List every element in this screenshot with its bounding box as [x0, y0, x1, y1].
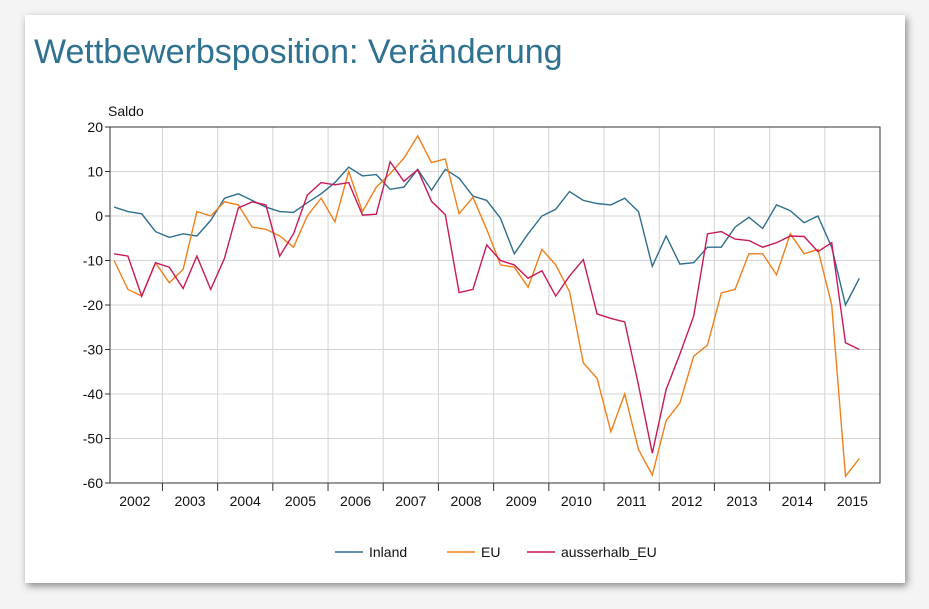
x-tick-label: 2008 [450, 493, 481, 509]
series-line [113, 166, 860, 307]
x-tick-label: 2013 [726, 493, 757, 509]
chart-title: Wettbewerbsposition: Veränderung [34, 33, 563, 71]
x-tick-label: 2011 [617, 493, 647, 509]
series-line [113, 134, 860, 479]
y-tick-label: -20 [83, 297, 103, 313]
x-tick-label: 2014 [782, 493, 813, 509]
legend-label: Inland [369, 544, 407, 560]
panel [25, 15, 905, 583]
series-line [113, 160, 860, 454]
plot-frame [109, 126, 881, 484]
y-tick-label: -60 [83, 475, 103, 491]
x-tick-label: 2006 [340, 493, 371, 509]
x-tick-label: 2012 [671, 493, 702, 509]
x-tick-label: 2002 [119, 493, 150, 509]
y-axis-label: Saldo [108, 103, 144, 119]
x-tick-label: 2004 [230, 493, 261, 509]
y-tick-label: -50 [83, 431, 103, 447]
legend-label: ausserhalb_EU [561, 544, 657, 560]
legend-label: EU [481, 544, 500, 560]
y-tick-label: -10 [83, 253, 103, 269]
x-tick-label: 2015 [837, 493, 868, 509]
x-tick-label: 2010 [561, 493, 592, 509]
y-tick-label: -30 [83, 342, 103, 358]
x-tick-label: 2007 [395, 493, 426, 509]
y-tick-label: -40 [83, 386, 103, 402]
x-tick-label: 2009 [506, 493, 537, 509]
y-tick-label: 0 [95, 208, 103, 224]
x-tick-label: 2005 [285, 493, 316, 509]
y-tick-label: 10 [87, 164, 103, 180]
y-tick-label: 20 [87, 119, 103, 135]
x-tick-label: 2003 [174, 493, 205, 509]
